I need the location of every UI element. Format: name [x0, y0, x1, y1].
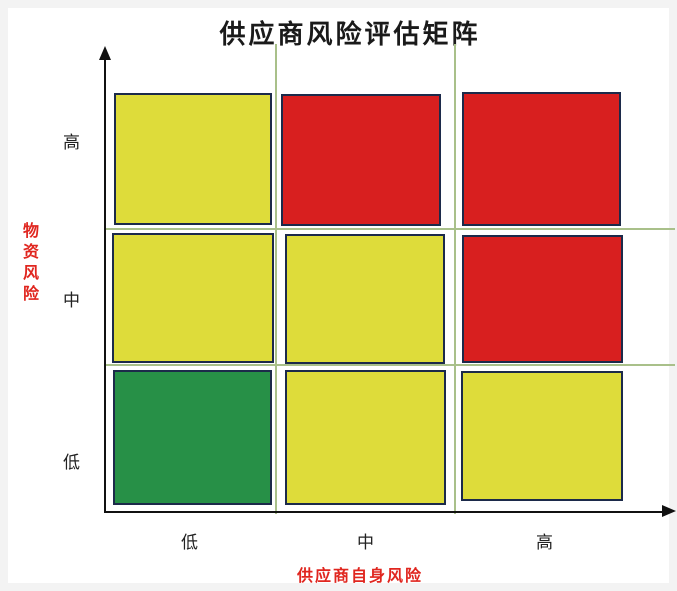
cell-high-low	[114, 93, 272, 225]
x-tick-mid: 中	[357, 533, 374, 553]
y-tick-mid: 中	[63, 291, 80, 311]
cell-high-high	[462, 92, 621, 226]
cell-mid-mid	[285, 234, 445, 364]
x-axis-label: 供应商自身风险	[296, 566, 423, 585]
cell-low-low	[113, 370, 272, 505]
grid-line-vertical-1	[275, 44, 277, 514]
y-tick-low: 低	[63, 453, 80, 473]
x-axis-line	[104, 511, 664, 513]
grid-line-horizontal-1	[106, 228, 675, 230]
y-axis-label: 物资风险	[20, 220, 42, 304]
y-axis-label-char: 险	[22, 284, 39, 303]
grid-line-vertical-2	[454, 44, 456, 514]
y-axis-line	[104, 56, 106, 513]
cell-low-mid	[285, 370, 446, 505]
cell-high-mid	[281, 94, 441, 226]
cell-mid-low	[112, 233, 274, 363]
x-tick-low: 低	[181, 533, 198, 553]
y-axis-label-char: 风	[22, 263, 39, 282]
x-tick-high: 高	[536, 533, 553, 553]
y-axis-label-char: 资	[22, 242, 39, 261]
cell-low-high	[461, 371, 623, 501]
y-axis-arrow-icon	[99, 46, 111, 60]
x-axis-arrow-icon	[662, 505, 676, 517]
cell-mid-high	[462, 235, 623, 363]
y-tick-high: 高	[63, 133, 80, 153]
grid-line-horizontal-2	[106, 364, 675, 366]
page-title: 供应商风险评估矩阵	[219, 20, 481, 50]
y-axis-label-char: 物	[22, 221, 39, 240]
